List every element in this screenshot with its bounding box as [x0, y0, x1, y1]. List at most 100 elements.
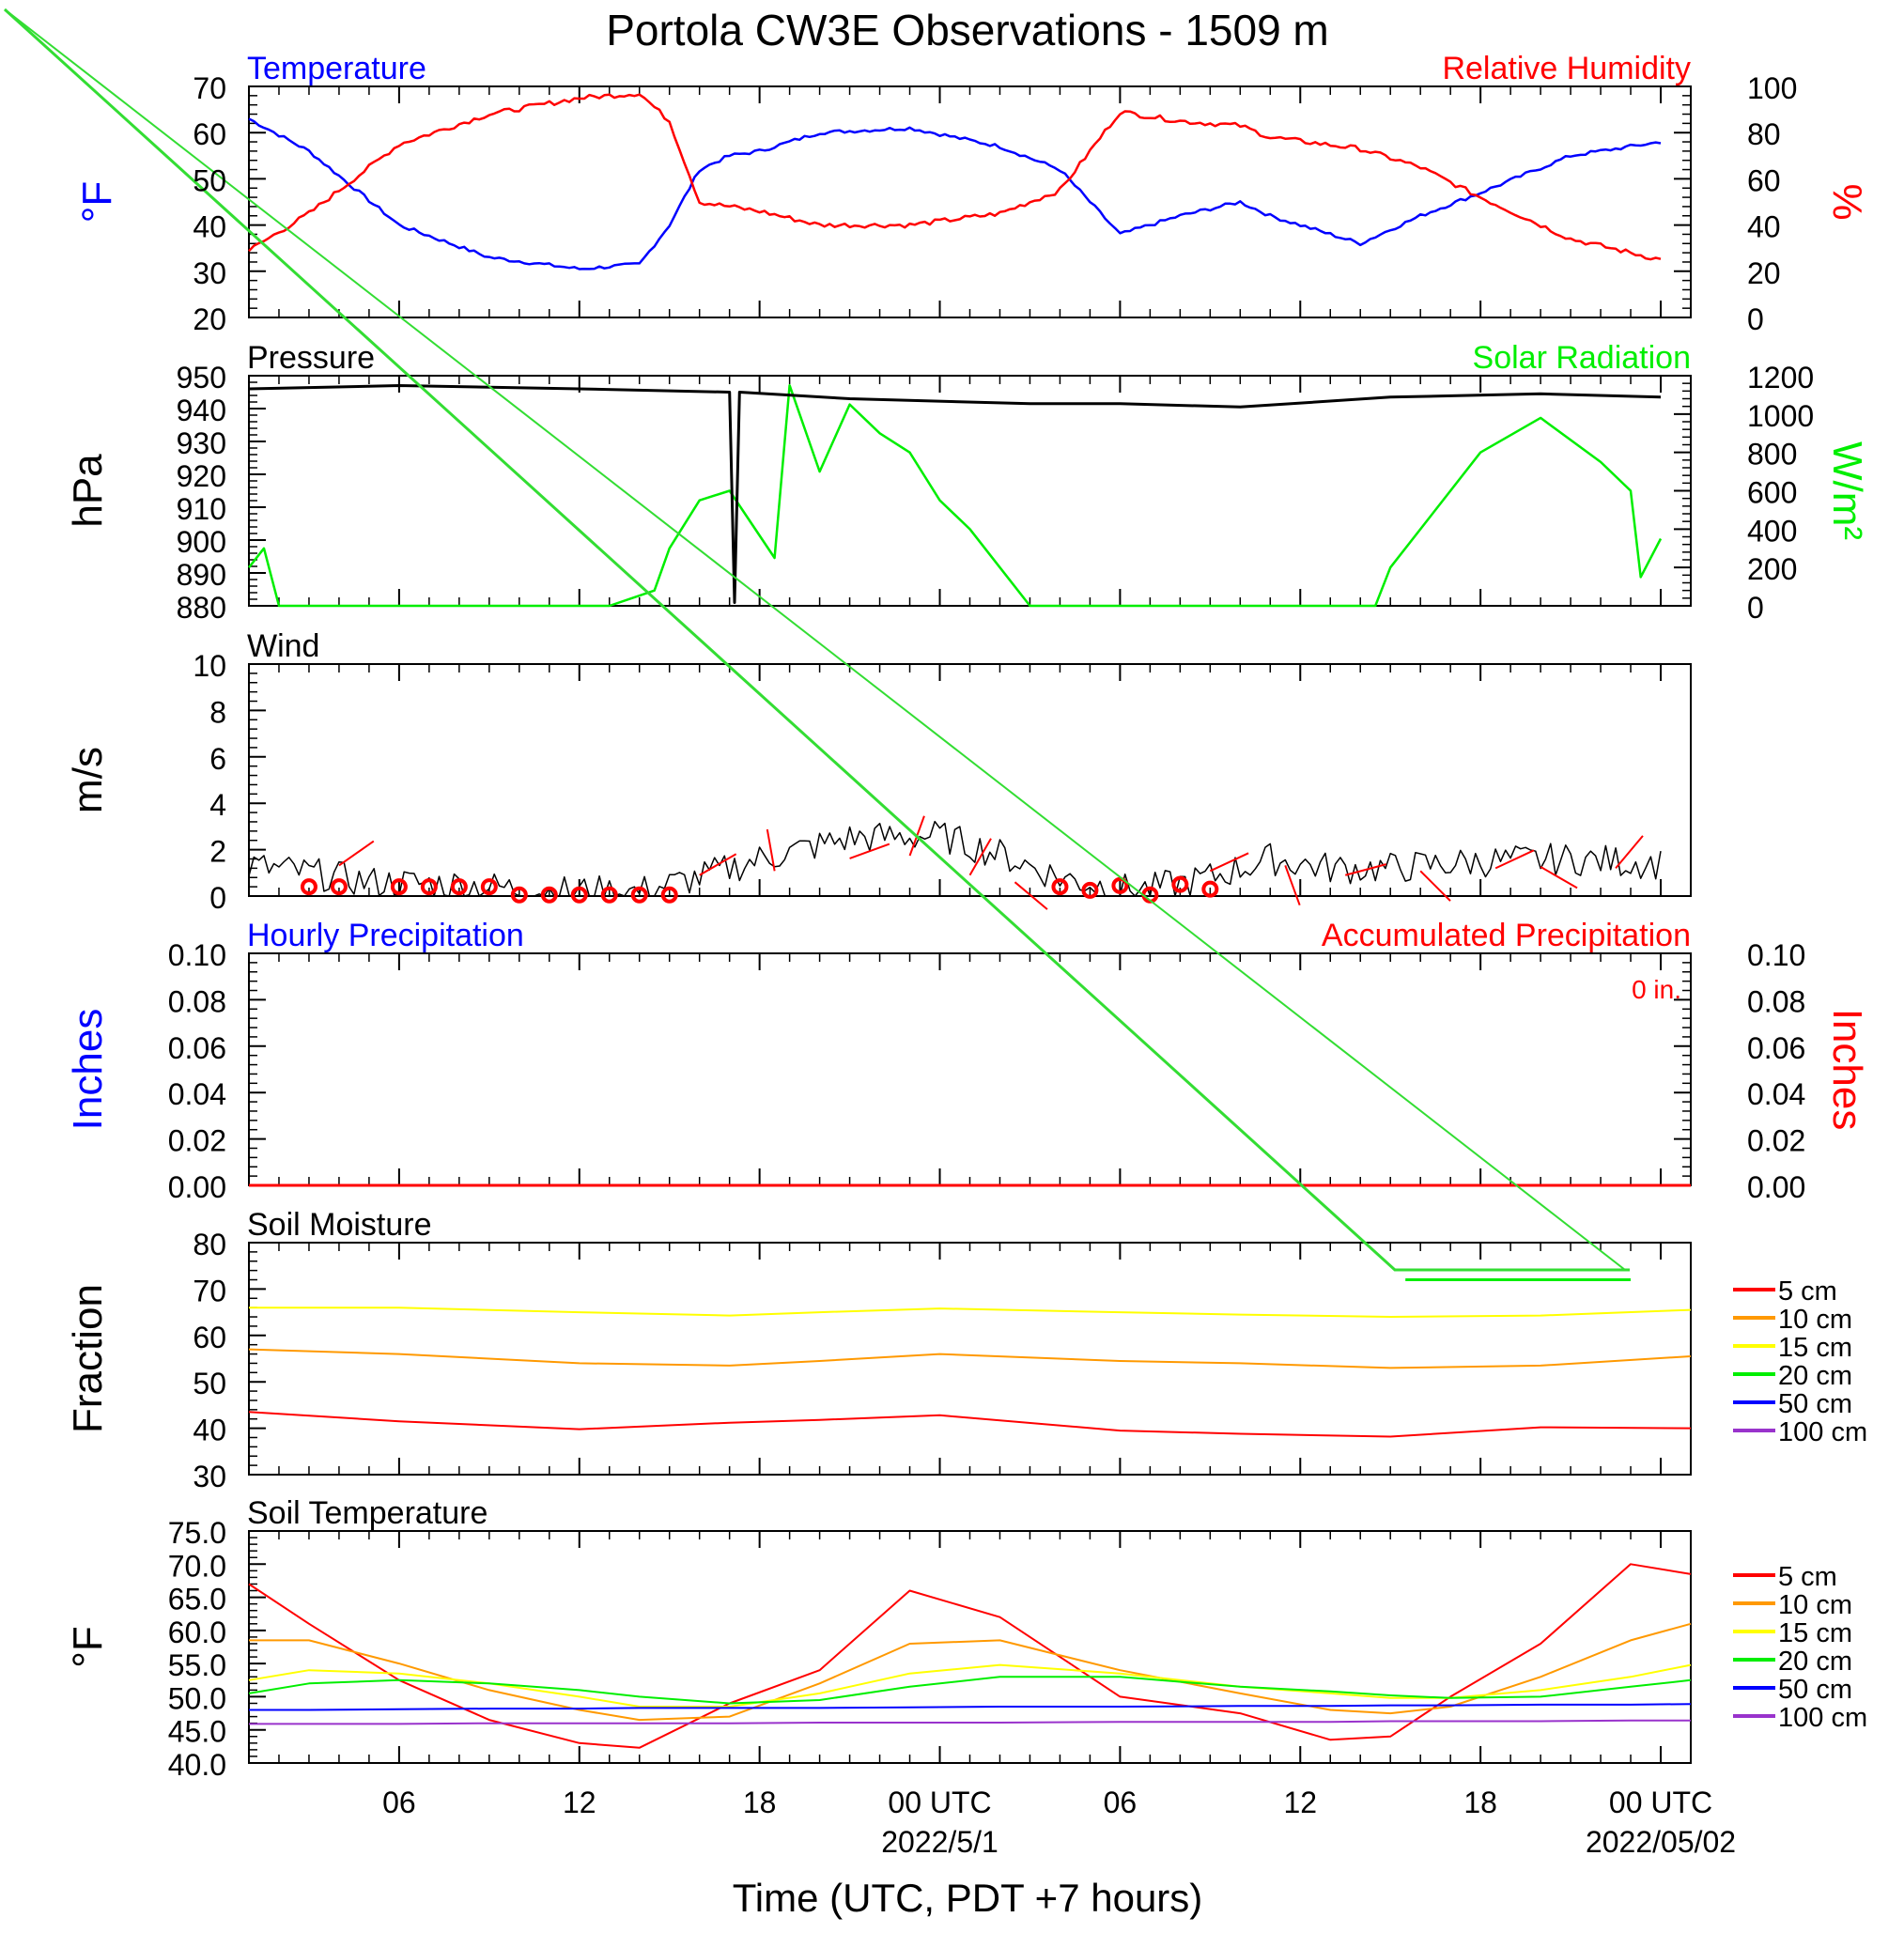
calm-wind-marker: [540, 886, 558, 904]
y-tick-label-left: 50: [193, 1367, 226, 1400]
y-tick-label-right: 600: [1747, 476, 1797, 510]
y-tick-label-left: 50: [193, 163, 226, 197]
x-tick-label: 00 UTC: [1609, 1786, 1712, 1819]
y-axis-label-left: hPa: [65, 454, 111, 528]
y-tick-label-right: 20: [1747, 256, 1781, 290]
y-tick-label-right: 0.02: [1747, 1124, 1805, 1158]
legend-label: 100 cm: [1778, 1417, 1867, 1447]
panel-title-left: Soil Temperature: [247, 1495, 488, 1531]
y-tick-label-right: 800: [1747, 438, 1797, 472]
y-axis-label-left: Fraction: [65, 1284, 111, 1433]
legend-label: 50 cm: [1778, 1675, 1852, 1705]
calm-wind-marker: [1111, 876, 1129, 894]
y-tick-label-right: 40: [1747, 210, 1781, 244]
temperature-line: [248, 117, 1662, 271]
calm-wind-marker: [1201, 880, 1219, 898]
y-tick-label-right: 400: [1747, 514, 1797, 548]
x-date-label: 2022/5/1: [881, 1825, 998, 1859]
y-tick-label-left: 0.00: [168, 1170, 226, 1204]
wind-barb: [1615, 835, 1644, 870]
legend-label: 15 cm: [1778, 1618, 1852, 1648]
calm-wind-marker: [330, 878, 348, 896]
y-tick-label-left: 60.0: [168, 1616, 226, 1649]
wind-barb: [766, 828, 776, 872]
wind-barb: [699, 853, 737, 876]
solar-radiation-line: [248, 383, 1663, 608]
calm-wind-marker: [300, 878, 317, 896]
y-tick-label-left: 70: [193, 1274, 226, 1307]
y-tick-label-left: 80: [193, 1228, 226, 1261]
y-tick-label-right: 1200: [1747, 361, 1814, 394]
data-layer: [3, 8, 1775, 1749]
x-axis-label: Time (UTC, PDT +7 hours): [733, 1876, 1203, 1920]
y-tick-label-left: 0.04: [168, 1077, 226, 1111]
wind-barb: [1014, 881, 1048, 910]
soil-moisture-line: [248, 1411, 1692, 1438]
legend-label: 15 cm: [1778, 1333, 1852, 1363]
y-tick-label-right: 1000: [1747, 399, 1814, 433]
text-layer: Portola CW3E Observations - 1509 m Time …: [65, 6, 1870, 1920]
legend-label: 20 cm: [1778, 1361, 1852, 1391]
y-tick-label-right: 80: [1747, 117, 1781, 151]
y-tick-label-left: 55.0: [168, 1648, 226, 1682]
y-tick-label-left: 60: [193, 117, 226, 151]
figure-title: Portola CW3E Observations - 1509 m: [606, 6, 1329, 54]
panel-title-left: Pressure: [247, 340, 375, 376]
panel-title-right: Relative Humidity: [1442, 51, 1691, 86]
y-tick-label-left: 60: [193, 1321, 226, 1354]
y-tick-label-left: 10: [193, 649, 226, 683]
y-tick-label-left: 940: [177, 394, 226, 427]
y-tick-label-left: 40: [193, 1414, 226, 1447]
y-tick-label-left: 30: [193, 1460, 226, 1493]
y-tick-label-left: 4: [209, 788, 226, 822]
x-tick-label: 18: [743, 1786, 777, 1819]
calm-wind-marker: [420, 878, 438, 896]
y-axis-label-left: °F: [74, 181, 120, 223]
panel-title-left: Wind: [247, 628, 319, 664]
wind-speed-line: [248, 820, 1662, 897]
y-tick-label-left: 930: [177, 426, 226, 460]
wind-barb: [338, 840, 375, 867]
soil-moisture-line: [249, 1307, 1692, 1318]
y-tick-label-right: 200: [1747, 552, 1797, 586]
y-tick-label-right: 0.08: [1747, 984, 1805, 1018]
calm-wind-marker: [1081, 881, 1099, 899]
y-tick-label-left: 0.02: [168, 1124, 226, 1158]
legend-label: 50 cm: [1778, 1389, 1852, 1419]
wind-barb: [849, 843, 890, 859]
x-tick-label: 18: [1463, 1786, 1497, 1819]
legend-label: 5 cm: [1778, 1276, 1837, 1307]
panel-frame: [248, 1242, 1692, 1476]
x-date-label: 2022/05/02: [1586, 1825, 1736, 1859]
y-tick-label-left: 70.0: [168, 1549, 226, 1583]
soil-temperature-line: [249, 1703, 1692, 1711]
y-tick-label-right: 0.00: [1747, 1170, 1805, 1204]
legend-label: 10 cm: [1778, 1305, 1852, 1335]
x-tick-label: 12: [563, 1786, 596, 1819]
y-tick-label-left: 65.0: [168, 1583, 226, 1616]
y-tick-label-left: 900: [177, 525, 226, 559]
calm-wind-marker: [630, 886, 648, 904]
x-tick-label: 12: [1283, 1786, 1317, 1819]
y-tick-label-left: 0.08: [168, 984, 226, 1018]
y-tick-label-left: 45.0: [168, 1715, 226, 1749]
legend-label: 10 cm: [1778, 1590, 1852, 1620]
y-tick-label-left: 0: [209, 881, 226, 915]
panel-frame: [248, 1530, 1692, 1764]
y-tick-label-left: 75.0: [168, 1516, 226, 1550]
y-tick-label-left: 6: [209, 742, 226, 776]
wind-barb: [1419, 870, 1451, 902]
calm-wind-marker: [510, 886, 528, 904]
y-tick-label-left: 920: [177, 459, 226, 493]
legend-label: 20 cm: [1778, 1647, 1852, 1677]
y-axis-label-right: %: [1824, 183, 1870, 220]
y-tick-label-right: 60: [1747, 163, 1781, 197]
y-tick-label-right: 0.06: [1747, 1031, 1805, 1065]
calm-wind-marker: [480, 878, 498, 896]
y-tick-label-left: 40.0: [168, 1748, 226, 1782]
y-tick-label-left: 40: [193, 210, 226, 244]
calm-wind-marker: [390, 878, 408, 896]
y-tick-label-left: 50.0: [168, 1681, 226, 1715]
wind-barb: [1540, 866, 1578, 889]
